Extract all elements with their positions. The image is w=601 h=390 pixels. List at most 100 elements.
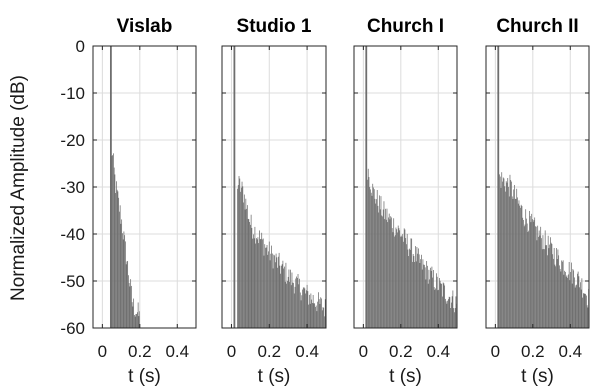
amplitude-bar	[298, 284, 300, 328]
x-tick-label: 0.2	[257, 342, 281, 361]
amplitude-bar	[587, 307, 589, 328]
amplitude-bar	[288, 269, 290, 328]
amplitude-bar	[506, 182, 508, 328]
amplitude-bar	[454, 308, 456, 328]
amplitude-bar	[284, 266, 285, 328]
amplitude-bar	[448, 296, 450, 328]
amplitude-bar	[271, 245, 272, 328]
amplitude-bar	[379, 209, 381, 328]
amplitude-bar	[574, 277, 575, 328]
amplitude-bar	[257, 237, 259, 328]
amplitude-bar	[562, 261, 563, 328]
amplitude-bar	[367, 179, 368, 328]
amplitude-bar	[393, 218, 395, 328]
x-axis-label: t (s)	[521, 366, 554, 387]
amplitude-bar	[260, 238, 262, 328]
amplitude-bar	[322, 307, 324, 328]
amplitude-bar	[424, 267, 426, 328]
amplitude-bar	[568, 274, 569, 328]
amplitude-bar	[441, 283, 443, 328]
amplitude-bar	[125, 264, 127, 328]
amplitude-bar	[243, 202, 244, 328]
amplitude-bar	[445, 301, 447, 328]
amplitude-bar	[311, 299, 313, 328]
amplitude-bar	[277, 256, 279, 328]
amplitude-bar	[274, 255, 275, 328]
amplitude-bar	[435, 288, 437, 328]
amplitude-bar	[411, 238, 413, 328]
amplitude-bar	[418, 248, 419, 328]
amplitude-bar	[246, 205, 248, 328]
amplitude-bar	[571, 262, 572, 328]
x-tick-label: 0.2	[128, 342, 152, 361]
amplitude-bar	[239, 178, 241, 328]
y-tick-label: -60	[60, 319, 85, 338]
amplitude-bar	[572, 269, 574, 328]
amplitude-bar	[253, 238, 255, 328]
amplitude-bar	[559, 265, 560, 328]
amplitude-bar	[128, 275, 129, 328]
amplitude-bar	[517, 197, 518, 328]
amplitude-bar	[504, 186, 506, 328]
amplitude-bar	[403, 241, 404, 328]
amplitude-bar	[373, 187, 374, 328]
amplitude-bar	[547, 255, 548, 328]
amplitude-bar	[509, 174, 511, 328]
amplitude-bar	[272, 268, 274, 328]
amplitude-bar	[404, 229, 406, 328]
amplitude-bar	[262, 239, 263, 328]
amplitude-bar	[373, 189, 375, 328]
amplitude-bar	[536, 240, 538, 328]
amplitude-bar	[544, 230, 546, 328]
amplitude-bar	[383, 201, 385, 328]
amplitude-bar	[285, 262, 287, 328]
amplitude-bar	[505, 181, 507, 328]
amplitude-bar	[319, 303, 321, 328]
amplitude-bar	[432, 277, 434, 328]
amplitude-bar	[134, 316, 136, 328]
amplitude-bar	[287, 280, 288, 328]
amplitude-bar	[300, 300, 302, 328]
amplitude-bar	[455, 296, 457, 328]
amplitude-bar	[555, 266, 557, 328]
amplitude-bar	[382, 216, 383, 328]
amplitude-bar	[510, 180, 512, 328]
amplitude-bar	[427, 265, 428, 328]
amplitude-bar	[310, 293, 312, 328]
amplitude-bar	[548, 248, 550, 328]
amplitude-bar	[245, 198, 247, 328]
x-axis-label: t (s)	[128, 366, 161, 387]
amplitude-bar	[250, 214, 252, 328]
amplitude-bar	[253, 234, 254, 328]
amplitude-bar	[543, 249, 545, 328]
x-tick-label: 0.4	[426, 342, 450, 361]
amplitude-bar	[277, 267, 278, 328]
amplitude-bar	[138, 316, 140, 328]
amplitude-bar	[127, 260, 129, 328]
direct-sound-bar	[233, 46, 236, 328]
amplitude-bar	[534, 217, 536, 328]
amplitude-bar	[123, 231, 125, 328]
amplitude-bar	[416, 247, 418, 328]
amplitude-bar	[556, 259, 558, 328]
amplitude-bar	[251, 227, 253, 328]
x-axis-label: t (s)	[389, 366, 422, 387]
amplitude-bar	[119, 211, 120, 328]
amplitude-bar	[254, 226, 256, 328]
amplitude-bar	[557, 249, 559, 328]
amplitude-bar	[569, 280, 571, 328]
amplitude-bar	[386, 208, 388, 328]
amplitude-bar	[499, 174, 500, 328]
amplitude-bar	[299, 278, 300, 328]
amplitude-bar	[296, 278, 298, 328]
amplitude-bar	[307, 291, 309, 328]
amplitude-bar	[577, 273, 578, 328]
amplitude-bar	[421, 269, 423, 328]
amplitude-bar	[550, 237, 551, 328]
y-tick-label: -50	[60, 272, 85, 291]
amplitude-bar	[259, 239, 261, 328]
amplitude-bar	[368, 177, 370, 328]
amplitude-bar	[137, 302, 139, 328]
y-tick-label: -30	[60, 178, 85, 197]
